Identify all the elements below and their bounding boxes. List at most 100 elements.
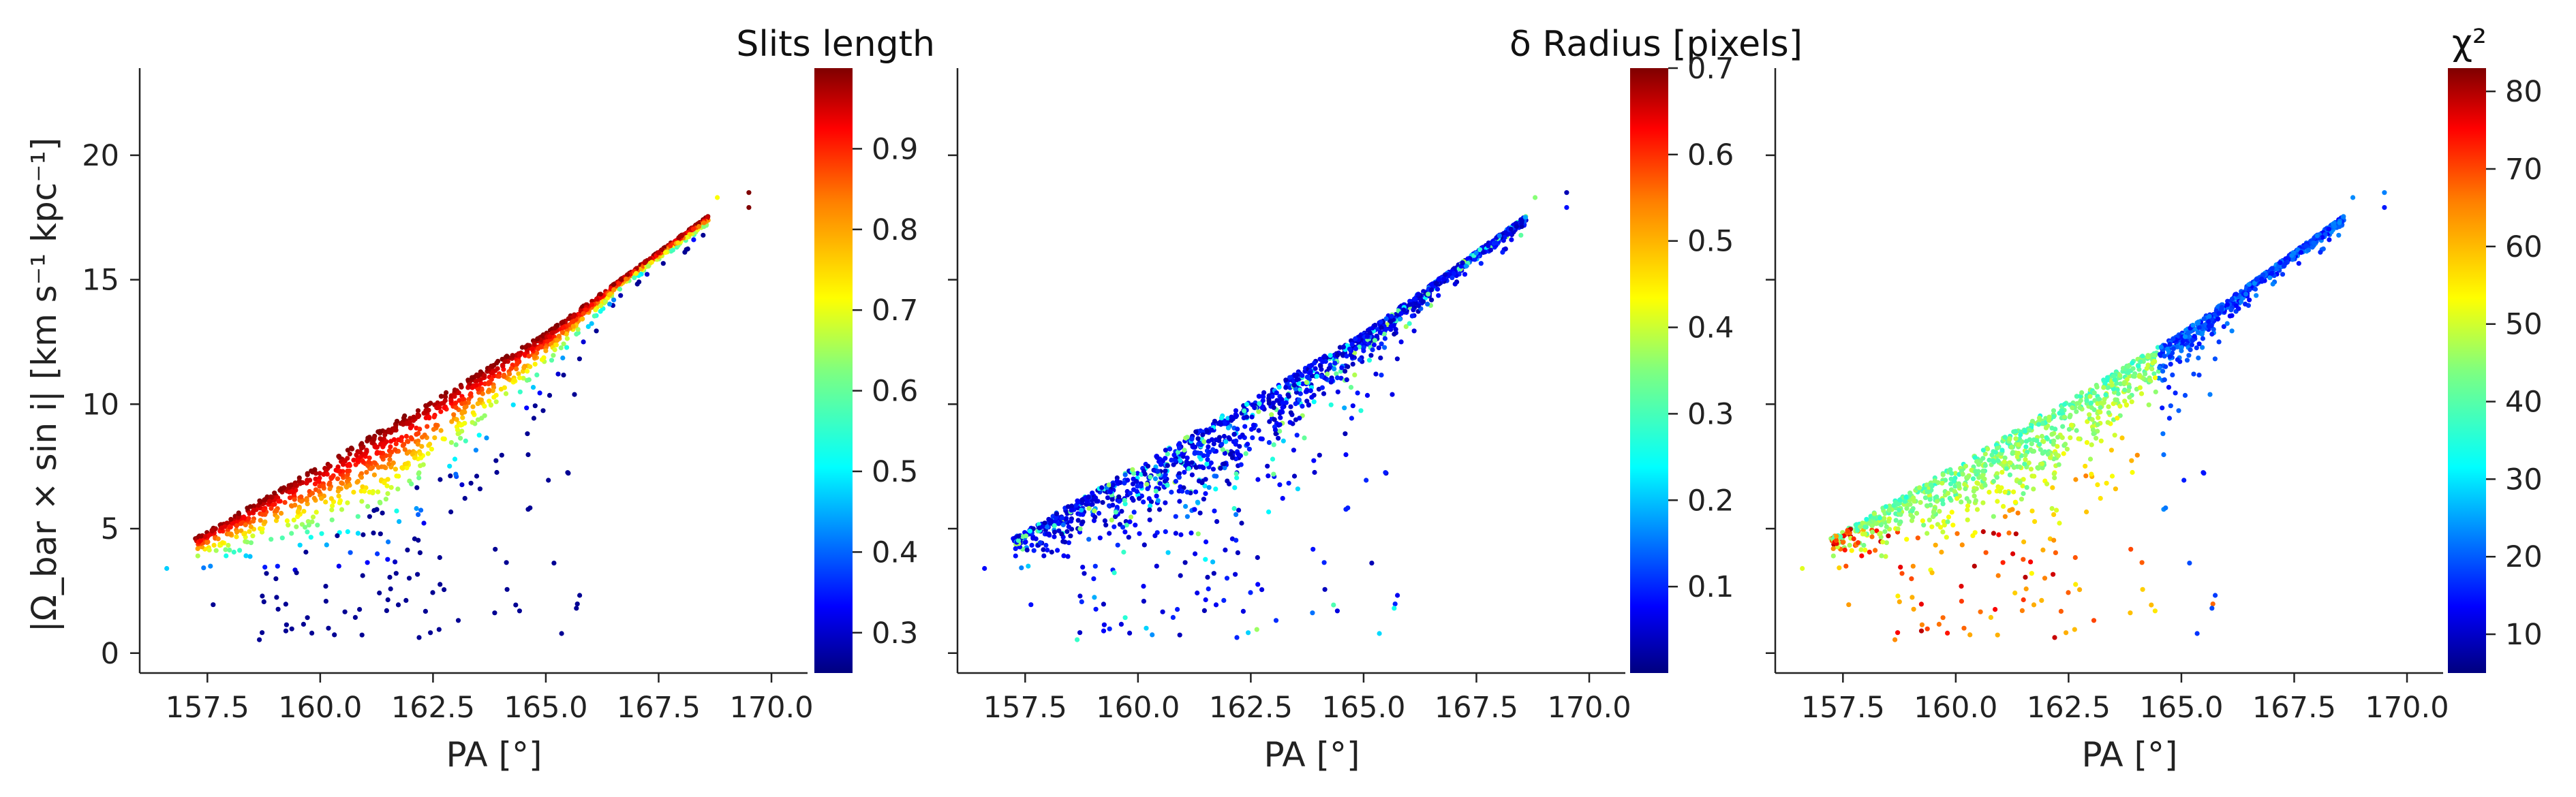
data-point xyxy=(1130,481,1136,487)
data-point xyxy=(1963,486,1968,492)
data-point xyxy=(2146,402,2151,407)
data-point xyxy=(2095,482,2100,488)
data-point xyxy=(2129,399,2134,405)
data-point xyxy=(478,397,485,403)
data-point xyxy=(1296,397,1302,403)
data-point xyxy=(559,631,564,636)
data-point xyxy=(566,316,571,322)
data-point xyxy=(419,443,425,449)
data-point xyxy=(1165,550,1171,555)
data-point xyxy=(1982,451,1988,457)
data-point xyxy=(1218,465,1223,471)
data-point xyxy=(2061,402,2068,407)
data-point xyxy=(2091,618,2097,623)
data-point xyxy=(455,431,461,437)
data-point xyxy=(525,369,530,374)
data-point xyxy=(1997,488,2003,494)
data-point xyxy=(1514,223,1520,230)
data-point xyxy=(642,260,647,266)
data-point xyxy=(624,277,629,282)
data-point xyxy=(1377,330,1383,335)
data-point xyxy=(401,441,407,447)
data-point xyxy=(656,250,661,255)
data-point xyxy=(480,391,485,396)
data-point xyxy=(670,247,676,253)
data-point xyxy=(1202,483,1208,488)
data-point xyxy=(521,375,526,381)
data-point xyxy=(2028,467,2034,472)
data-point xyxy=(396,473,401,479)
data-point xyxy=(572,392,577,397)
data-point xyxy=(341,461,346,467)
data-point xyxy=(1987,457,1992,463)
data-point xyxy=(2040,420,2045,426)
data-point xyxy=(508,366,514,371)
data-point xyxy=(2337,224,2342,230)
data-point xyxy=(581,339,586,345)
data-point xyxy=(1370,347,1375,353)
data-point xyxy=(493,399,499,405)
data-point xyxy=(2140,354,2145,359)
data-point xyxy=(1293,373,1298,379)
data-point xyxy=(1426,292,1431,297)
data-point xyxy=(1846,602,1852,608)
data-point xyxy=(1227,481,1232,487)
data-point xyxy=(2162,354,2167,359)
data-point xyxy=(395,602,401,608)
data-point xyxy=(1154,563,1159,569)
data-point xyxy=(287,495,293,501)
data-point xyxy=(2028,447,2034,452)
data-point xyxy=(1991,531,1996,536)
data-point xyxy=(574,331,579,337)
data-point xyxy=(1949,510,1954,515)
data-point xyxy=(1206,485,1212,490)
data-point xyxy=(2092,398,2098,403)
data-point xyxy=(1106,482,1111,488)
data-point xyxy=(1134,488,1139,495)
data-point xyxy=(1985,446,1991,452)
data-point xyxy=(701,224,707,230)
data-point xyxy=(358,475,365,480)
data-point xyxy=(258,499,263,505)
data-point xyxy=(1090,501,1095,507)
data-point xyxy=(417,451,423,456)
data-point xyxy=(394,418,400,424)
data-point xyxy=(1313,366,1318,371)
data-point xyxy=(551,561,557,566)
data-point xyxy=(1259,587,1265,593)
data-point xyxy=(337,455,342,460)
data-point xyxy=(1368,353,1374,358)
data-point xyxy=(307,478,313,483)
data-point xyxy=(1918,500,1923,505)
data-point xyxy=(1959,584,1964,589)
data-point xyxy=(1075,499,1081,505)
data-point xyxy=(460,415,465,420)
data-point xyxy=(405,547,410,553)
data-point xyxy=(442,587,447,593)
data-point xyxy=(1106,503,1112,508)
data-point xyxy=(2036,465,2041,471)
data-point xyxy=(589,321,594,326)
data-point xyxy=(1101,622,1107,627)
data-point xyxy=(261,507,266,513)
data-point xyxy=(532,341,537,347)
data-point xyxy=(696,223,702,230)
data-point xyxy=(1436,293,1441,298)
data-point xyxy=(1020,534,1026,540)
data-point xyxy=(2047,455,2053,460)
data-point xyxy=(1973,469,1978,474)
data-point xyxy=(1213,437,1219,443)
data-point xyxy=(1373,322,1378,328)
data-point xyxy=(1069,518,1074,524)
data-point xyxy=(2032,519,2038,525)
data-point xyxy=(2011,489,2017,495)
data-point xyxy=(517,353,523,358)
data-point xyxy=(592,313,597,319)
data-point xyxy=(456,390,461,396)
data-point xyxy=(453,401,459,406)
data-point xyxy=(1886,518,1892,524)
data-point xyxy=(296,478,302,484)
data-point xyxy=(303,549,309,555)
data-point xyxy=(1497,233,1502,238)
data-point xyxy=(1195,499,1200,505)
